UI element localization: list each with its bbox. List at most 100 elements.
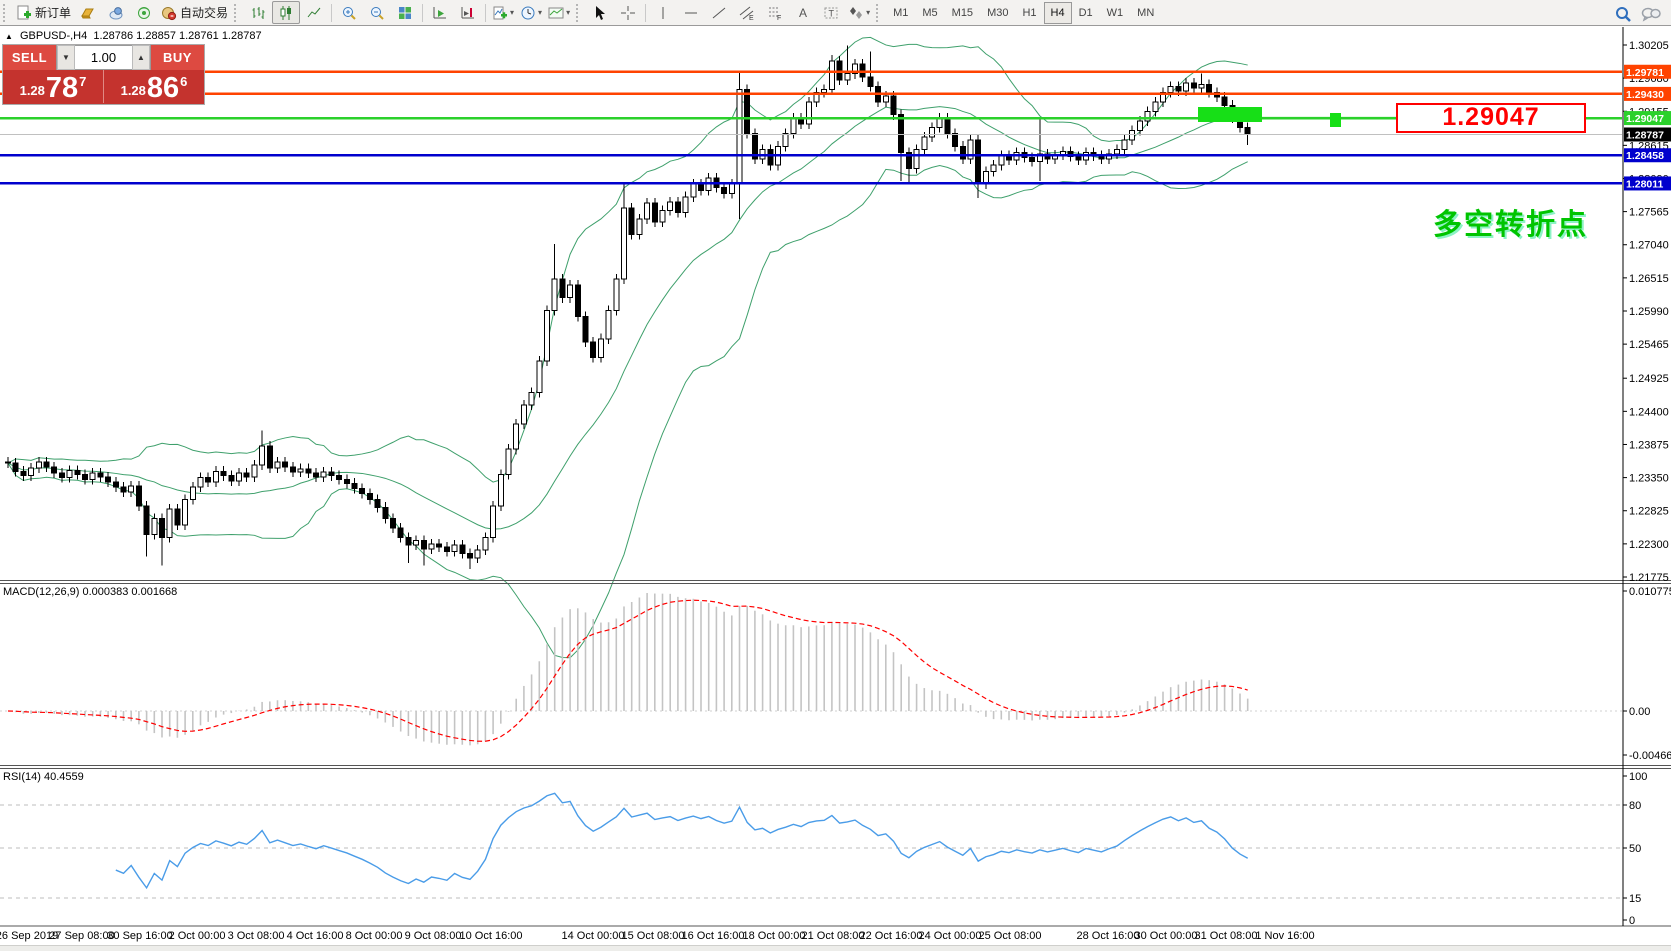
line-chart-button[interactable] [300, 1, 328, 24]
new-order-button[interactable]: 新订单 [13, 1, 74, 24]
symbol-name: GBPUSD-,H4 [19, 30, 88, 42]
time-axis-label: 31 Oct 08:00 [1194, 930, 1258, 942]
svg-text:1.23875: 1.23875 [1629, 439, 1669, 451]
vertical-line-button[interactable] [649, 1, 677, 24]
turning-point-note[interactable]: 多空转折点 [1433, 209, 1589, 241]
equidistant-channel-button[interactable]: E [733, 1, 761, 24]
time-axis-label: 4 Oct 16:00 [286, 930, 344, 942]
arrows-icon [850, 6, 863, 19]
cursor-button[interactable] [586, 1, 614, 24]
search-button[interactable] [1609, 2, 1637, 25]
chart-canvas[interactable]: 1.302051.296801.291551.286151.280901.275… [0, 26, 1671, 951]
chat-icon [1641, 7, 1661, 22]
svg-text:100: 100 [1629, 771, 1647, 783]
buy-price[interactable]: 1.28 86 6 [104, 70, 204, 103]
toolbar-grip[interactable] [876, 3, 883, 22]
notifications-button[interactable] [130, 1, 158, 24]
toolbar-grip[interactable] [234, 3, 241, 22]
timeframe-h4[interactable]: H4 [1043, 1, 1072, 24]
zoom-out-button[interactable] [363, 1, 391, 24]
timeframe-d1[interactable]: D1 [1078, 6, 1093, 19]
layouts-icon [81, 8, 94, 18]
new-order-label: 新订单 [35, 6, 72, 20]
time-axis-label: 30 Sep 16:00 [107, 930, 173, 942]
time-axis-label: 25 Oct 08:00 [978, 930, 1042, 942]
collapse-arrow-icon[interactable]: ▲ [5, 32, 13, 41]
time-axis-label: 3 Oct 08:00 [227, 930, 285, 942]
panel-splitter[interactable] [0, 580, 1671, 927]
timeframe-h1[interactable]: H1 [1022, 6, 1037, 19]
cursor-icon [596, 5, 606, 20]
templates-icon [548, 7, 564, 18]
svg-text:1.28787: 1.28787 [1626, 129, 1664, 141]
timeframe-m30[interactable]: M30 [987, 6, 1009, 19]
periods-button[interactable]: ▾ [517, 1, 545, 24]
svg-text:1.29047: 1.29047 [1626, 113, 1664, 125]
svg-text:1.28011: 1.28011 [1626, 178, 1664, 190]
time-axis-label: 14 Oct 00:00 [561, 930, 625, 942]
volume-increase-button[interactable]: ▲ [132, 45, 150, 70]
auto-scroll-icon [433, 6, 447, 18]
svg-text:80: 80 [1629, 800, 1641, 812]
svg-text:1.27040: 1.27040 [1629, 240, 1669, 252]
tile-windows-icon [399, 6, 412, 19]
toolbar-grip[interactable] [3, 3, 10, 22]
zoom-in-button[interactable] [335, 1, 363, 24]
arrows-button[interactable]: ▾ [845, 1, 873, 24]
trendline-button[interactable] [705, 1, 733, 24]
price-axis[interactable]: 1.302051.296801.291551.286151.280901.275… [1622, 27, 1671, 927]
candlestick-chart-button[interactable] [272, 1, 301, 24]
sell-button[interactable]: SELL [3, 45, 56, 70]
buy-price-sup: 6 [180, 74, 188, 89]
auto-scroll-button[interactable] [426, 1, 454, 24]
trendline-icon [712, 7, 726, 18]
timeframe-m15[interactable]: M15 [951, 6, 974, 19]
buy-price-big: 86 [146, 72, 180, 104]
profiles-button[interactable] [102, 1, 130, 24]
timeframe-w1[interactable]: W1 [1106, 6, 1124, 19]
svg-text:1.29430: 1.29430 [1626, 89, 1664, 101]
price-tag-box[interactable]: 1.29047 [1396, 103, 1586, 133]
sell-price[interactable]: 1.28 78 7 [3, 70, 104, 103]
time-axis-label: 16 Oct 16:00 [681, 930, 745, 942]
text-label-button[interactable]: T [817, 1, 845, 24]
chart-shift-button[interactable] [454, 1, 482, 24]
bar-chart-button[interactable] [244, 1, 272, 24]
timeframe-m1[interactable]: M1 [893, 6, 909, 19]
volume-decrease-button[interactable]: ▼ [57, 45, 75, 70]
fibonacci-button[interactable]: F [761, 1, 789, 24]
svg-text:1.21775: 1.21775 [1629, 572, 1669, 584]
horizontal-line-icon [685, 12, 698, 13]
green-marker-box[interactable] [1198, 107, 1341, 127]
zoom-in-icon [343, 6, 356, 20]
time-axis-label: 30 Oct 00:00 [1134, 930, 1198, 942]
toolbar-grip[interactable] [576, 3, 583, 22]
indicators-button[interactable]: ▾ [489, 1, 517, 24]
timeframe-mn[interactable]: MN [1137, 6, 1155, 19]
templates-button[interactable]: ▾ [545, 1, 573, 24]
autotrading-button[interactable]: 自动交易 [158, 1, 231, 24]
buy-button[interactable]: BUY [151, 45, 204, 70]
notifications-icon [138, 6, 151, 19]
chart-shift-icon [461, 6, 475, 18]
svg-text:0.010775: 0.010775 [1629, 586, 1671, 598]
horizontal-line-button[interactable] [677, 1, 705, 24]
svg-text:1.25990: 1.25990 [1629, 306, 1669, 318]
time-axis-label: 18 Oct 00:00 [742, 930, 806, 942]
horizontal-lines[interactable] [0, 70, 1622, 185]
chat-button[interactable] [1637, 2, 1665, 25]
timeframe-m5[interactable]: M5 [922, 6, 938, 19]
time-axis-label: 1 Nov 16:00 [1255, 930, 1315, 942]
volume-value[interactable]: 1.00 [90, 50, 117, 65]
text-button[interactable]: A [789, 1, 817, 24]
tile-windows-button[interactable] [391, 1, 419, 24]
chart-window: 1.302051.296801.291551.286151.280901.275… [0, 26, 1671, 951]
time-axis-label: 26 Sep 2019 [0, 930, 59, 942]
crosshair-button[interactable] [614, 1, 642, 24]
line-chart-icon [307, 7, 321, 17]
time-axis-label: 2 Oct 00:00 [168, 930, 226, 942]
layouts-button[interactable] [74, 1, 102, 24]
rsi-indicator [0, 792, 1622, 899]
autotrading-icon [162, 6, 177, 20]
svg-text:1.27565: 1.27565 [1629, 207, 1669, 219]
